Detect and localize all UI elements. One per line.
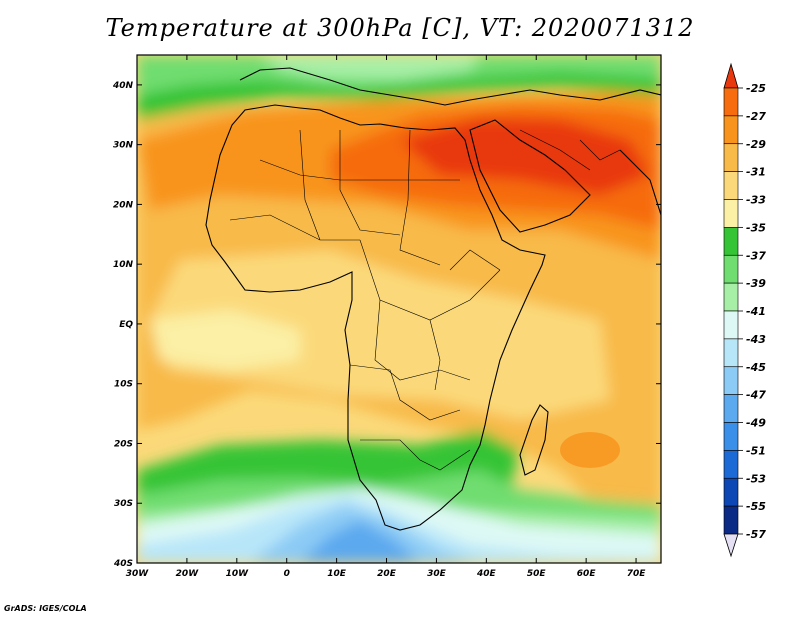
lat-tick-label: 40N — [112, 81, 134, 91]
colorbar-box — [723, 199, 739, 228]
field-band-49 — [300, 520, 420, 563]
colorbar-box — [723, 143, 739, 172]
country-borders — [229, 129, 621, 471]
lat-tick-label: 20S — [114, 439, 133, 449]
axis-ticks: 30W 20W 10W 0 10E 20E 30E 40E 50E 60E 70E 40N 30N 20N… — [112, 55, 661, 579]
colorbar-label: -47 — [746, 389, 766, 402]
colorbar-box — [723, 366, 739, 395]
lat-tick-label: 10N — [113, 260, 134, 270]
colorbar-box — [723, 394, 739, 423]
colorbar-label: -29 — [746, 138, 766, 151]
lat-tick-label: 10S — [114, 380, 133, 390]
colorbar-box — [723, 115, 739, 145]
lon-tick-label: 20E — [377, 569, 397, 579]
colorbar-label: -53 — [746, 472, 766, 485]
colorbar-label: -37 — [746, 249, 766, 262]
field-band-33-interior — [150, 250, 610, 420]
colorbar-label: -43 — [746, 333, 766, 346]
colorbar-top-arrow — [723, 62, 739, 89]
lon-tick-label: 10W — [226, 569, 250, 579]
colorbar-box — [723, 310, 739, 340]
colorbar-label: -31 — [746, 166, 766, 179]
field-band-41-north — [260, 55, 480, 80]
colorbar-box — [723, 477, 739, 507]
colorbar-bottom-arrow — [723, 533, 739, 558]
colorbar-label: -25 — [746, 82, 766, 95]
lon-tick-label: 30W — [126, 569, 150, 579]
lon-tick-label: 20W — [176, 569, 200, 579]
colorbar-label: -33 — [746, 194, 766, 207]
colorbar-label: -55 — [746, 500, 766, 513]
colorbar-label: -51 — [746, 444, 766, 457]
colorbar-box — [723, 450, 739, 479]
arabia-coastline — [469, 119, 591, 233]
field-blob-madagascar — [560, 432, 620, 468]
colorbar-label: -27 — [746, 110, 766, 123]
lat-tick-label: EQ — [119, 320, 133, 330]
lon-tick-label: 30E — [427, 569, 447, 579]
lon-tick-label: 0 — [284, 569, 290, 579]
colorbar-box — [723, 422, 739, 451]
colorbar-box — [723, 282, 739, 312]
colorbar-label: -39 — [746, 277, 766, 290]
colorbar-box — [723, 227, 739, 256]
colorbar-label: -45 — [746, 361, 766, 374]
lon-tick-label: 10E — [327, 569, 347, 579]
lon-tick-label: 50E — [527, 569, 547, 579]
colorbar-label: -49 — [746, 417, 766, 430]
colorbar: -25 -27 -29 -31 -33 -35 -37 -39 -41 -43 -45 -47 -49 -… — [723, 62, 766, 558]
india-coastline — [619, 149, 661, 216]
coastlines — [205, 67, 661, 531]
colorbar-box — [723, 171, 739, 200]
chart-title: Temperature at 300hPa [C], VT: 202007131… — [105, 14, 695, 42]
colorbar-label: -57 — [746, 528, 766, 541]
lat-tick-label: 30S — [114, 499, 133, 509]
europe-coastline — [239, 67, 661, 106]
colorbar-box — [723, 87, 739, 117]
lon-tick-label: 60E — [577, 569, 597, 579]
colorbar-label: -35 — [746, 221, 766, 234]
colorbar-label: -41 — [746, 305, 766, 318]
credit-label: GrADS: IGES/COLA — [4, 604, 87, 613]
map-frame — [136, 54, 662, 564]
lat-tick-label: 30N — [113, 141, 134, 151]
lat-tick-label: 20N — [113, 200, 134, 210]
lon-tick-label: 40E — [476, 569, 497, 579]
lat-tick-label: 40S — [113, 559, 133, 569]
colorbar-box — [723, 254, 739, 284]
colorbar-box — [723, 505, 739, 535]
field-band-35 — [150, 310, 300, 370]
colorbar-box — [723, 338, 739, 368]
madagascar-coastline — [519, 404, 549, 476]
lon-tick-label: 70E — [627, 569, 647, 579]
africa-coastline — [205, 104, 546, 531]
